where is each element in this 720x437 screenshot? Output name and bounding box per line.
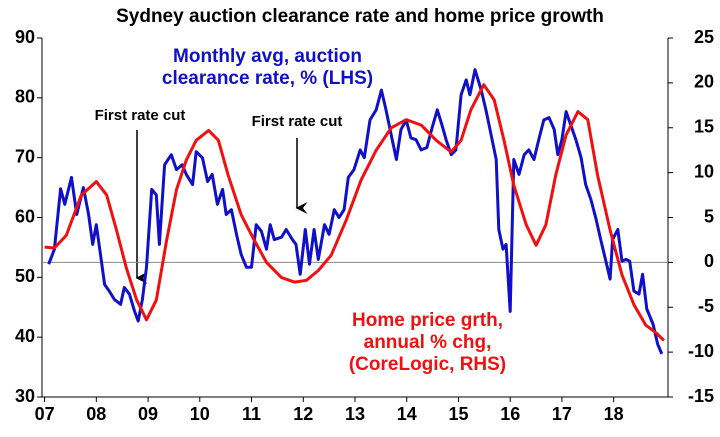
y2-tick-label: -15 <box>688 386 714 406</box>
y-tick-label: 70 <box>15 146 35 166</box>
x-tick-label: 16 <box>500 404 520 424</box>
x-tick-label: 15 <box>448 404 468 424</box>
y-tick-label: 90 <box>15 27 35 47</box>
y2-tick-label: 0 <box>704 251 714 271</box>
y2-tick-label: -5 <box>698 296 714 316</box>
series-line <box>47 68 664 355</box>
chart-title: Sydney auction clearance rate and home p… <box>116 6 604 27</box>
x-tick-label: 13 <box>345 404 365 424</box>
y2-tick-label: 15 <box>694 117 714 137</box>
y-tick-label: 80 <box>15 87 35 107</box>
x-tick-label: 10 <box>190 404 210 424</box>
y-tick-label: 50 <box>15 266 35 286</box>
y-tick-label: 60 <box>15 206 35 226</box>
y2-tick-label: 25 <box>694 27 714 47</box>
x-tick-label: 11 <box>242 404 261 424</box>
series-line <box>44 83 665 342</box>
x-tick-label: 12 <box>293 404 313 424</box>
x-tick-label: 18 <box>604 404 624 424</box>
y2-tick-label: -10 <box>688 341 714 361</box>
x-tick-label: 17 <box>552 404 572 424</box>
series-label: Home price grth, annual % chg, (CoreLogi… <box>348 310 507 375</box>
series-label: Monthly avg, auction clearance rate, % (… <box>161 46 374 89</box>
annotation: First rate cut <box>252 113 343 130</box>
y-tick-label: 40 <box>15 326 35 346</box>
x-tick-label: 09 <box>138 404 158 424</box>
x-tick-label: 14 <box>397 404 417 424</box>
annotation: First rate cut <box>95 107 186 124</box>
x-tick-label: 08 <box>86 404 106 424</box>
y2-tick-label: 10 <box>694 161 714 181</box>
x-tick-label: 07 <box>35 404 55 424</box>
y2-tick-label: 5 <box>704 206 714 226</box>
y-tick-label: 30 <box>15 386 35 406</box>
y2-tick-label: 20 <box>694 72 714 92</box>
